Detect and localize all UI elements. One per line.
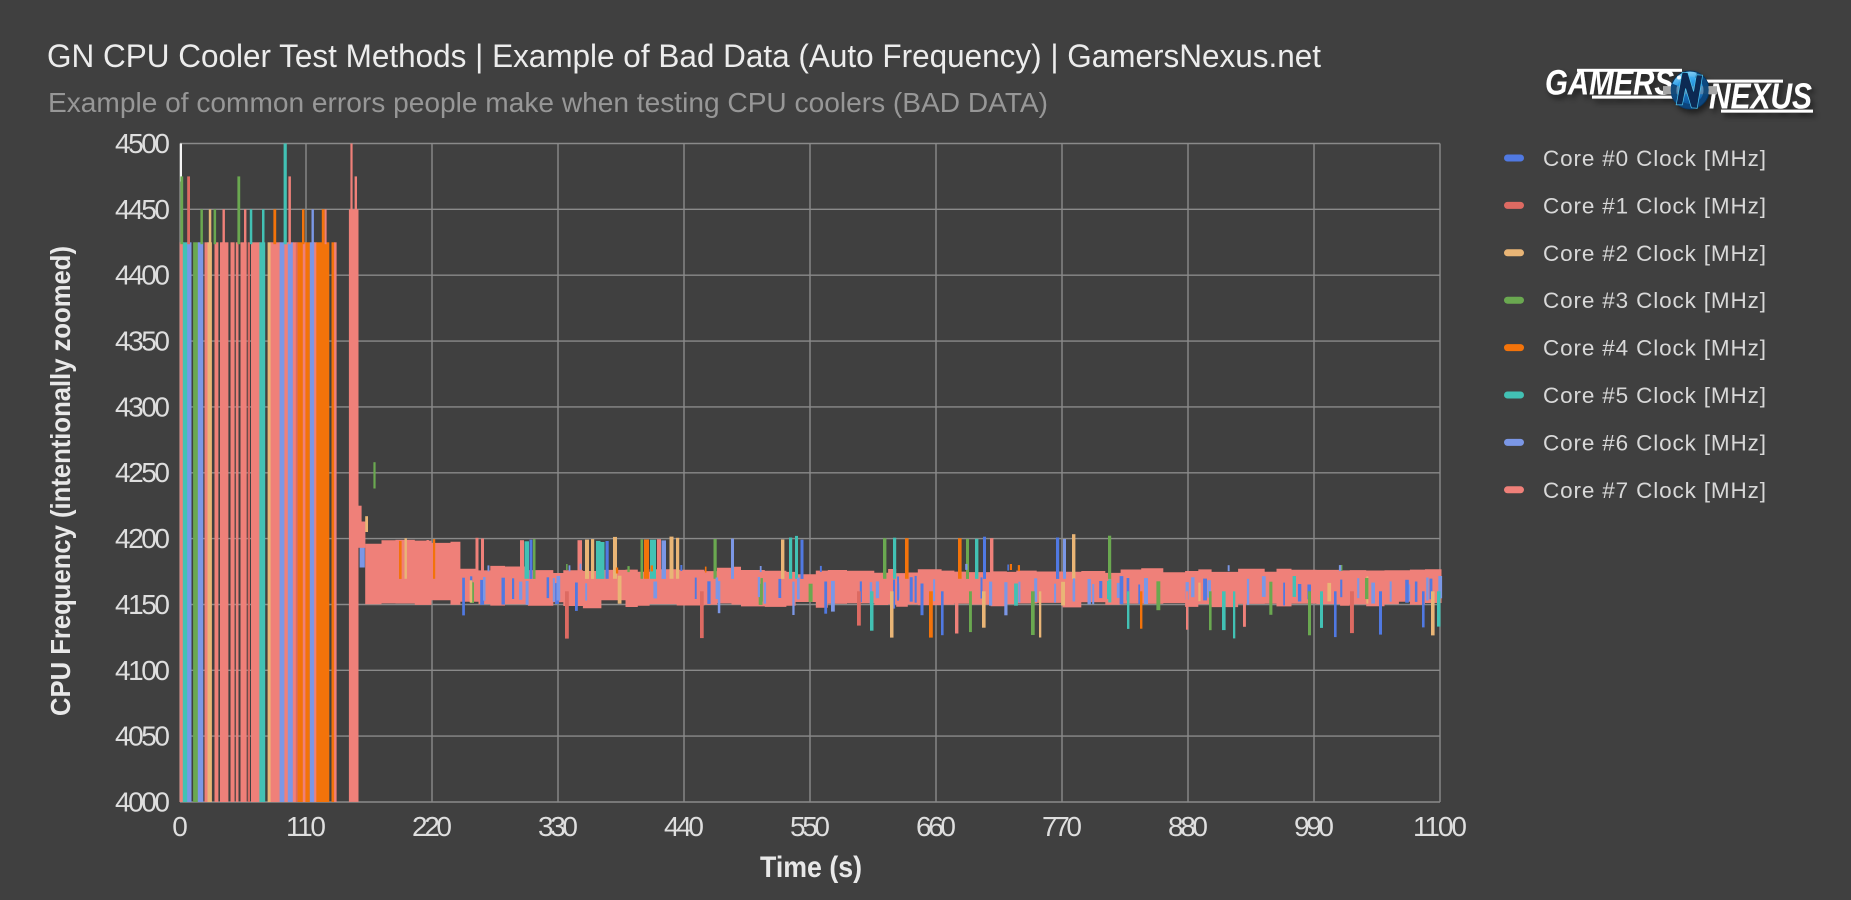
svg-text:440: 440 <box>664 811 704 842</box>
svg-text:Core #2 Clock [MHz]: Core #2 Clock [MHz] <box>1543 241 1766 266</box>
svg-text:220: 220 <box>412 811 452 842</box>
svg-text:GN CPU Cooler Test Methods | E: GN CPU Cooler Test Methods | Example of … <box>47 38 1321 74</box>
svg-text:4100: 4100 <box>115 655 170 686</box>
svg-text:Core #5 Clock [MHz]: Core #5 Clock [MHz] <box>1543 383 1766 408</box>
svg-text:CPU Frequency (intentionally z: CPU Frequency (intentionally zoomed) <box>45 246 76 716</box>
svg-text:550: 550 <box>790 811 830 842</box>
svg-text:0: 0 <box>172 811 188 842</box>
svg-text:1100: 1100 <box>1413 811 1467 842</box>
svg-text:Core #0 Clock [MHz]: Core #0 Clock [MHz] <box>1543 146 1766 171</box>
svg-text:4000: 4000 <box>115 787 170 818</box>
svg-text:4400: 4400 <box>115 260 170 291</box>
svg-text:880: 880 <box>1168 811 1208 842</box>
svg-text:4500: 4500 <box>115 128 170 159</box>
svg-text:110: 110 <box>286 811 326 842</box>
svg-text:4250: 4250 <box>115 457 170 488</box>
svg-text:4350: 4350 <box>115 326 170 357</box>
svg-text:Core #1 Clock [MHz]: Core #1 Clock [MHz] <box>1543 193 1766 218</box>
svg-text:770: 770 <box>1042 811 1082 842</box>
svg-text:4450: 4450 <box>115 194 170 225</box>
svg-text:Example of common errors peopl: Example of common errors people make whe… <box>48 87 1048 118</box>
svg-text:330: 330 <box>538 811 578 842</box>
svg-text:Core #3 Clock [MHz]: Core #3 Clock [MHz] <box>1543 288 1766 313</box>
svg-text:Core #6 Clock [MHz]: Core #6 Clock [MHz] <box>1543 430 1766 455</box>
svg-text:4300: 4300 <box>115 391 170 422</box>
svg-text:Core #7 Clock [MHz]: Core #7 Clock [MHz] <box>1543 478 1766 503</box>
svg-text:GAMERS: GAMERS <box>1545 64 1674 103</box>
svg-text:990: 990 <box>1294 811 1334 842</box>
svg-text:660: 660 <box>916 811 956 842</box>
svg-text:Time (s): Time (s) <box>760 851 862 884</box>
svg-text:4050: 4050 <box>115 721 170 752</box>
svg-text:Core #4 Clock [MHz]: Core #4 Clock [MHz] <box>1543 336 1766 361</box>
svg-text:NEXUS: NEXUS <box>1709 76 1812 117</box>
svg-text:4200: 4200 <box>115 523 170 554</box>
svg-text:4150: 4150 <box>115 589 170 620</box>
